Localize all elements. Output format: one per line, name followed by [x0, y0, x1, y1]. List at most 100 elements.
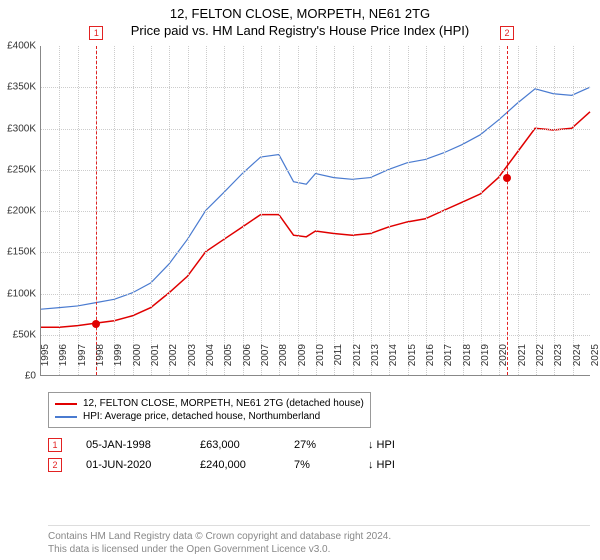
sale-badge: 2	[48, 458, 62, 472]
x-tick-label: 2020	[498, 344, 509, 366]
x-gridline	[59, 46, 60, 375]
x-tick-label: 2008	[278, 344, 289, 366]
sale-pct: 7%	[294, 459, 344, 471]
x-tick-label: 2001	[150, 344, 161, 366]
legend-row: HPI: Average price, detached house, Nort…	[55, 410, 364, 423]
x-tick-label: 1996	[58, 344, 69, 366]
plot-area: 12	[40, 46, 590, 376]
y-tick-label: £400K	[7, 41, 36, 52]
x-gridline	[279, 46, 280, 375]
y-tick-label: £200K	[7, 206, 36, 217]
x-tick-label: 2013	[370, 344, 381, 366]
y-tick-label: £150K	[7, 247, 36, 258]
x-tick-label: 2000	[132, 344, 143, 366]
sale-date: 05-JAN-1998	[86, 439, 176, 451]
x-gridline	[298, 46, 299, 375]
chart-area: 12 £0£50K£100K£150K£200K£250K£300K£350K£…	[40, 46, 590, 376]
x-gridline	[151, 46, 152, 375]
x-gridline	[169, 46, 170, 375]
x-gridline	[206, 46, 207, 375]
x-tick-label: 2014	[388, 344, 399, 366]
x-tick-label: 2016	[425, 344, 436, 366]
x-axis: 1995 1996 1997 1998 1999 2000 2001 2002 2003 2004…	[40, 342, 590, 382]
sale-hpi-arrow: ↓ HPI	[368, 439, 395, 451]
x-gridline	[518, 46, 519, 375]
x-tick-label: 2017	[443, 344, 454, 366]
x-tick-label: 2003	[187, 344, 198, 366]
x-tick-label: 1998	[95, 344, 106, 366]
x-gridline	[188, 46, 189, 375]
marker-badge: 2	[500, 26, 514, 40]
y-tick-label: £300K	[7, 123, 36, 134]
x-gridline	[554, 46, 555, 375]
x-gridline	[499, 46, 500, 375]
x-gridline	[481, 46, 482, 375]
x-tick-label: 2015	[407, 344, 418, 366]
sale-pct: 27%	[294, 439, 344, 451]
marker-vertical-line	[507, 46, 508, 375]
x-gridline	[463, 46, 464, 375]
x-tick-label: 2002	[168, 344, 179, 366]
x-gridline	[243, 46, 244, 375]
x-gridline	[536, 46, 537, 375]
x-tick-label: 2006	[242, 344, 253, 366]
legend-swatch	[55, 403, 77, 405]
x-tick-label: 2022	[535, 344, 546, 366]
marker-badge: 1	[89, 26, 103, 40]
y-tick-label: £250K	[7, 164, 36, 175]
x-tick-label: 1999	[113, 344, 124, 366]
x-gridline	[334, 46, 335, 375]
sale-date: 01-JUN-2020	[86, 459, 176, 471]
x-gridline	[261, 46, 262, 375]
x-tick-label: 1995	[40, 344, 51, 366]
sale-dot	[92, 320, 100, 328]
legend-label: 12, FELTON CLOSE, MORPETH, NE61 2TG (det…	[83, 398, 364, 409]
x-tick-label: 2019	[480, 344, 491, 366]
x-gridline	[133, 46, 134, 375]
x-tick-label: 2012	[352, 344, 363, 366]
legend-row: 12, FELTON CLOSE, MORPETH, NE61 2TG (det…	[55, 397, 364, 410]
sales-table: 105-JAN-1998£63,00027%↓ HPI201-JUN-2020£…	[48, 438, 590, 478]
y-tick-label: £0	[25, 371, 36, 382]
x-gridline	[114, 46, 115, 375]
x-gridline	[426, 46, 427, 375]
y-tick-label: £350K	[7, 82, 36, 93]
footer-line-1: Contains HM Land Registry data © Crown c…	[48, 530, 590, 543]
footer-line-2: This data is licensed under the Open Gov…	[48, 543, 590, 556]
y-axis: £0£50K£100K£150K£200K£250K£300K£350K£400…	[0, 46, 38, 376]
x-tick-label: 2009	[297, 344, 308, 366]
x-tick-label: 2004	[205, 344, 216, 366]
x-gridline	[444, 46, 445, 375]
x-tick-label: 2010	[315, 344, 326, 366]
chart-title-address: 12, FELTON CLOSE, MORPETH, NE61 2TG	[0, 6, 600, 21]
x-gridline	[224, 46, 225, 375]
x-tick-label: 2005	[223, 344, 234, 366]
sale-badge: 1	[48, 438, 62, 452]
y-tick-label: £100K	[7, 288, 36, 299]
sale-dot	[503, 174, 511, 182]
attribution-footer: Contains HM Land Registry data © Crown c…	[48, 525, 590, 556]
sale-row: 2 01-JUN-2020 £240,000 7% ↓ HPI	[48, 458, 590, 472]
legend-label: HPI: Average price, detached house, Nort…	[83, 411, 320, 422]
sale-row: 105-JAN-1998£63,00027%↓ HPI	[48, 438, 590, 452]
x-gridline	[316, 46, 317, 375]
chart-legend: 12, FELTON CLOSE, MORPETH, NE61 2TG (det…	[48, 392, 371, 428]
x-gridline	[408, 46, 409, 375]
x-gridline	[78, 46, 79, 375]
sale-price: £240,000	[200, 459, 270, 471]
x-tick-label: 1997	[77, 344, 88, 366]
x-gridline	[371, 46, 372, 375]
legend-swatch	[55, 416, 77, 418]
x-tick-label: 2025	[590, 344, 600, 366]
y-tick-label: £50K	[13, 329, 36, 340]
x-gridline	[573, 46, 574, 375]
x-gridline	[353, 46, 354, 375]
x-tick-label: 2021	[517, 344, 528, 366]
x-tick-label: 2011	[333, 344, 344, 366]
x-tick-label: 2023	[553, 344, 564, 366]
sale-hpi-arrow: ↓ HPI	[368, 459, 395, 471]
x-tick-label: 2007	[260, 344, 271, 366]
x-gridline	[389, 46, 390, 375]
x-tick-label: 2024	[572, 344, 583, 366]
x-tick-label: 2018	[462, 344, 473, 366]
